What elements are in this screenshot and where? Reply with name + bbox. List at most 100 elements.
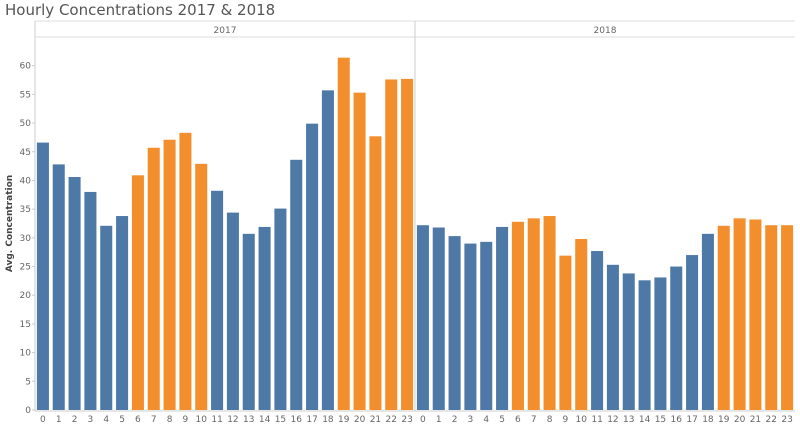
y-tick-label: 5 xyxy=(25,377,31,387)
bar-2017-hour-11 xyxy=(211,190,224,410)
x-tick-label: 8 xyxy=(167,415,173,425)
x-tick-label: 5 xyxy=(119,415,125,425)
x-tick-label: 0 xyxy=(420,415,426,425)
bar-2018-hour-4 xyxy=(480,241,493,410)
bar-2018-hour-19 xyxy=(717,225,730,410)
x-tick-label: 3 xyxy=(468,415,474,425)
x-tick-label: 6 xyxy=(515,415,521,425)
bar-2018-hour-13 xyxy=(622,273,635,410)
bar-2017-hour-0 xyxy=(36,142,49,410)
x-tick-label: 12 xyxy=(227,415,238,425)
panel-label-2017: 2017 xyxy=(214,26,237,36)
bar-2017-hour-5 xyxy=(116,216,129,410)
bar-2018-hour-0 xyxy=(416,225,429,410)
x-tick-label: 15 xyxy=(655,415,666,425)
x-tick-label: 19 xyxy=(718,415,730,425)
bar-2017-hour-18 xyxy=(321,90,334,411)
bar-2017-hour-6 xyxy=(131,175,144,410)
bar-2017-hour-9 xyxy=(179,132,192,410)
bar-2018-hour-7 xyxy=(527,218,540,410)
bar-2018-hour-23 xyxy=(781,225,794,410)
y-tick-label: 30 xyxy=(20,234,32,244)
bar-2018-hour-17 xyxy=(686,255,699,410)
x-tick-label: 21 xyxy=(370,415,381,425)
bar-2017-hour-16 xyxy=(290,159,303,410)
bar-2017-hour-19 xyxy=(337,57,350,410)
bar-2017-hour-7 xyxy=(147,147,160,410)
x-tick-label: 23 xyxy=(401,415,412,425)
x-tick-label: 21 xyxy=(750,415,761,425)
bar-2017-hour-1 xyxy=(52,164,65,410)
x-tick-label: 17 xyxy=(686,415,697,425)
y-tick-label: 50 xyxy=(20,119,32,129)
y-tick-label: 40 xyxy=(20,176,32,186)
bar-2018-hour-20 xyxy=(733,218,746,410)
x-tick-label: 9 xyxy=(563,415,569,425)
x-tick-label: 22 xyxy=(766,415,777,425)
bar-2017-hour-12 xyxy=(226,212,239,410)
x-tick-label: 1 xyxy=(436,415,442,425)
x-tick-label: 0 xyxy=(40,415,46,425)
bar-2017-hour-13 xyxy=(242,233,255,410)
bar-2017-hour-20 xyxy=(353,92,366,410)
y-tick-label: 55 xyxy=(20,90,31,100)
bar-2018-hour-3 xyxy=(464,243,477,410)
bar-2018-hour-18 xyxy=(701,233,714,410)
x-tick-label: 5 xyxy=(499,415,505,425)
bar-2017-hour-14 xyxy=(258,226,271,410)
x-tick-label: 20 xyxy=(734,415,746,425)
bar-2018-hour-15 xyxy=(654,277,667,410)
y-tick-label: 10 xyxy=(20,349,32,359)
x-tick-label: 15 xyxy=(275,415,286,425)
bar-2018-hour-22 xyxy=(765,225,778,410)
bar-2017-hour-23 xyxy=(401,78,414,410)
bar-2018-hour-12 xyxy=(606,264,619,410)
bar-2017-hour-3 xyxy=(84,191,97,410)
x-tick-label: 11 xyxy=(591,415,602,425)
x-tick-label: 20 xyxy=(354,415,366,425)
bar-2018-hour-8 xyxy=(543,216,556,410)
x-tick-label: 23 xyxy=(781,415,792,425)
bar-2018-hour-1 xyxy=(432,227,445,410)
x-tick-label: 2 xyxy=(72,415,78,425)
x-tick-label: 11 xyxy=(211,415,222,425)
x-tick-label: 13 xyxy=(623,415,634,425)
x-tick-label: 1 xyxy=(56,415,62,425)
bar-2018-hour-9 xyxy=(559,255,572,410)
bar-2018-hour-6 xyxy=(511,221,524,410)
x-tick-label: 14 xyxy=(639,415,651,425)
x-tick-label: 2 xyxy=(452,415,458,425)
bar-2017-hour-21 xyxy=(369,136,382,410)
x-tick-label: 17 xyxy=(306,415,317,425)
bar-2017-hour-10 xyxy=(195,163,208,410)
bar-2018-hour-16 xyxy=(670,266,683,410)
x-tick-label: 12 xyxy=(607,415,618,425)
y-tick-label: 60 xyxy=(20,62,32,72)
bar-2018-hour-21 xyxy=(749,219,762,410)
x-tick-label: 13 xyxy=(243,415,254,425)
bar-2018-hour-5 xyxy=(496,226,509,410)
x-tick-label: 4 xyxy=(103,415,109,425)
y-tick-label: 15 xyxy=(20,320,31,330)
x-tick-label: 6 xyxy=(135,415,141,425)
y-tick-label: 35 xyxy=(20,205,31,215)
x-tick-label: 18 xyxy=(322,415,334,425)
y-tick-label: 0 xyxy=(25,406,31,416)
y-tick-label: 25 xyxy=(20,263,31,273)
bar-2018-hour-2 xyxy=(448,236,461,410)
panel-label-2018: 2018 xyxy=(594,26,617,36)
bar-2017-hour-22 xyxy=(385,79,398,411)
x-tick-label: 14 xyxy=(259,415,271,425)
x-tick-label: 3 xyxy=(88,415,94,425)
x-tick-label: 7 xyxy=(151,415,157,425)
x-tick-label: 16 xyxy=(291,415,303,425)
x-tick-label: 19 xyxy=(338,415,350,425)
x-tick-label: 16 xyxy=(671,415,683,425)
y-axis-label: Avg. Concentration xyxy=(5,175,15,272)
chart-title: Hourly Concentrations 2017 & 2018 xyxy=(5,1,276,19)
x-tick-label: 7 xyxy=(531,415,537,425)
y-tick-label: 45 xyxy=(20,148,31,158)
bar-2017-hour-15 xyxy=(274,208,287,410)
x-tick-label: 8 xyxy=(547,415,553,425)
